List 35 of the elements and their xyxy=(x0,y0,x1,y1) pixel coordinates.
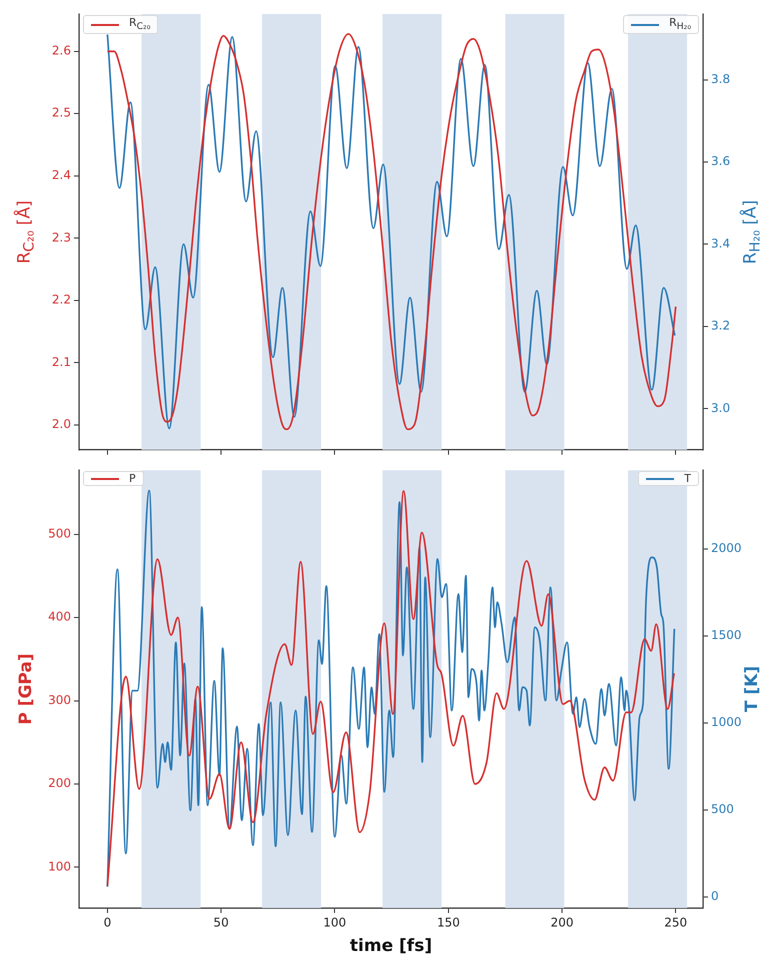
legend-label: P xyxy=(129,472,136,486)
x-tick-label: 200 xyxy=(550,915,574,930)
legend-label: R$_{C₂₀}$ xyxy=(129,16,150,34)
y2-tick-label: 1000 xyxy=(711,715,742,730)
y-tick-label: 200 xyxy=(48,776,71,790)
y2-tick-label: 3.6 xyxy=(711,154,730,168)
legend-label: T xyxy=(684,472,691,486)
y-tick-label: 2.4 xyxy=(52,168,71,182)
y2-tick-label: 3.2 xyxy=(711,318,730,333)
y2-tick-label: 2000 xyxy=(711,541,742,556)
y2-tick-label: 3.8 xyxy=(711,72,730,86)
y-tick-label: 2.3 xyxy=(52,230,71,244)
y-axis-title: P [GPa] xyxy=(16,653,36,725)
y-tick-label: 2.5 xyxy=(52,106,71,120)
x-tick-label: 250 xyxy=(664,915,688,930)
y-tick-label: 2.0 xyxy=(52,417,71,432)
x-axis-title: time [fs] xyxy=(350,936,432,956)
legend-label: R$_{H₂₀}$ xyxy=(669,16,691,34)
y-tick-label: 2.1 xyxy=(52,354,71,369)
y-tick-label: 2.2 xyxy=(52,292,71,307)
y2-tick-label: 1500 xyxy=(711,628,742,642)
y2-tick-label: 3.4 xyxy=(711,236,730,250)
y-tick-label: 100 xyxy=(48,859,71,874)
y-tick-label: 2.6 xyxy=(52,43,71,58)
y2-tick-label: 3.0 xyxy=(711,400,730,415)
x-tick-label: 50 xyxy=(213,915,229,930)
y2-tick-label: 0 xyxy=(711,889,719,904)
y-tick-label: 300 xyxy=(48,692,71,707)
y2-axis-title: T [K] xyxy=(742,666,762,712)
x-tick-label: 150 xyxy=(436,915,460,930)
x-tick-label: 100 xyxy=(323,915,346,930)
y-tick-label: 500 xyxy=(48,526,71,540)
y-tick-label: 400 xyxy=(48,610,71,624)
x-tick-label: 0 xyxy=(104,915,112,930)
y2-tick-label: 500 xyxy=(711,802,734,816)
